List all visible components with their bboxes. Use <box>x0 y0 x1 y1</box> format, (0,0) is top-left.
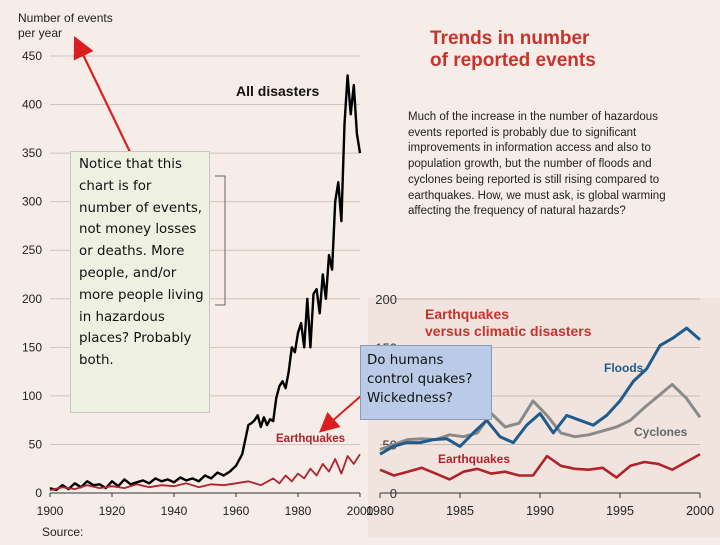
main-y-axis-label-line2: per year <box>18 26 62 40</box>
main-y-tick-label: 450 <box>22 49 42 63</box>
main-x-tick-label: 1920 <box>99 504 126 518</box>
main-x-tick-label: 1900 <box>37 504 64 518</box>
bracket-line <box>215 175 226 306</box>
callout-note-right: Do humans control quakes? Wickedness? <box>360 345 492 420</box>
main-y-tick-label: 250 <box>22 243 42 257</box>
callout-note-left: Notice that this chart is for number of … <box>70 151 210 413</box>
inset-series-floods-line <box>379 326 701 456</box>
inset-series-earthquakes-line <box>379 453 701 481</box>
inset-title-line2: versus climatic disasters <box>425 323 592 339</box>
main-y-tick-label: 150 <box>22 340 42 354</box>
main-y-axis-label-line1: Number of events <box>18 11 113 25</box>
source-label: Source: <box>42 525 83 539</box>
page-title-line2: of reported events <box>430 50 596 71</box>
series-earthquakes-line <box>49 453 361 491</box>
main-x-tick-label: 2000 <box>347 504 374 518</box>
inset-x-tick-label: 1980 <box>366 504 394 518</box>
description-paragraph: Much of the increase in the number of ha… <box>408 111 666 218</box>
main-y-tick-label: 200 <box>22 292 42 306</box>
main-y-tick-label: 50 <box>29 437 43 451</box>
inset-legend-earthquakes: Earthquakes <box>438 452 510 466</box>
inset-legend-cyclones: Cyclones <box>634 425 688 439</box>
arrow-to-earthquakes <box>318 394 363 433</box>
main-y-tick-label: 400 <box>22 98 42 112</box>
legend-earthquakes: Earthquakes <box>276 433 345 445</box>
main-x-tick-label: 1940 <box>161 504 188 518</box>
main-y-tick-label: 300 <box>22 195 42 209</box>
inset-x-tick-label: 1995 <box>606 504 634 518</box>
page-title-line1: Trends in number <box>430 28 590 49</box>
main-y-tick-label: 350 <box>22 146 42 160</box>
main-y-tick-label: 100 <box>22 389 42 403</box>
inset-y-tick-label: 200 <box>375 292 397 307</box>
arrow-to-y-axis-label <box>73 36 131 153</box>
inset-chart-title: Earthquakes versus climatic disasters <box>425 306 592 340</box>
legend-all-disasters: All disasters <box>236 83 319 99</box>
page-title: Trends in number of reported events <box>430 28 596 72</box>
inset-title-line1: Earthquakes <box>425 306 510 322</box>
inset-x-tick-label: 2000 <box>686 504 714 518</box>
inset-x-tick-label: 1990 <box>526 504 554 518</box>
main-x-tick-label: 1980 <box>285 504 312 518</box>
main-y-tick-label: 0 <box>35 486 42 500</box>
series-all-disasters-line <box>49 74 362 492</box>
inset-x-tick-label: 1985 <box>446 504 474 518</box>
main-x-tick-label: 1960 <box>223 504 250 518</box>
inset-legend-floods: Floods <box>604 361 644 375</box>
